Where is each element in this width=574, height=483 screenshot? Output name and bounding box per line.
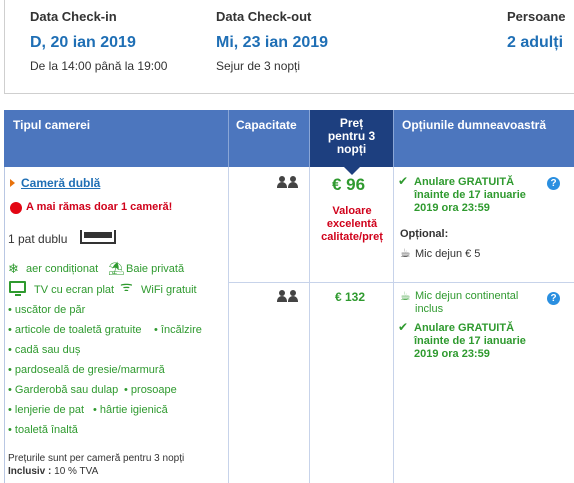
table-header: Tipul camerei Capacitate Preț pentru 3 n…: [4, 110, 574, 175]
amenity-item: • cadă sau duș: [8, 344, 81, 356]
amenity-item: • uscător de păr: [8, 304, 86, 316]
amenity-item: • încălzire: [154, 324, 202, 336]
amenity-item: • lenjerie de pat: [8, 404, 85, 416]
sea-view-icon: ⛱: [108, 261, 125, 276]
header-price[interactable]: Preț pentru 3 nopți: [310, 110, 394, 175]
caret-icon: [10, 179, 15, 187]
checkout-date[interactable]: Mi, 23 ian 2019: [216, 34, 329, 51]
coffee-icon: ☕: [400, 289, 411, 303]
amenity-item: • toaletă înaltă: [8, 424, 78, 436]
checkin-label: Data Check-in: [30, 9, 117, 24]
vat-value: 10 % TVA: [54, 466, 99, 477]
offer-1-breakfast: Mic dejun € 5: [415, 248, 481, 260]
bed-info: 1 pat dublu: [8, 232, 68, 246]
guests-value[interactable]: 2 adulți: [507, 34, 564, 51]
person-icon: [277, 290, 287, 302]
header-capacity[interactable]: Capacitate: [229, 110, 310, 167]
offer-2-cancellation: Anulare GRATUITĂ înainte de 17 ianuarie …: [414, 322, 526, 360]
wifi-icon: ᯤ: [120, 278, 133, 294]
offer-2-breakfast: Mic dejun continental inclus: [415, 290, 519, 315]
amenity-item: • Garderobă sau dulap: [8, 384, 119, 396]
room-name-link[interactable]: Cameră dublă: [21, 176, 101, 190]
amenity-item: • pardoseală de gresie/marmură: [8, 364, 165, 376]
coffee-icon: ☕: [400, 246, 411, 260]
grid-line: [393, 167, 394, 483]
room-table: Tipul camerei Capacitate Preț pentru 3 n…: [4, 110, 574, 483]
guests-block[interactable]: Persoane 2 adulți: [507, 9, 566, 52]
amenity-item: • articole de toaletă gratuite: [8, 324, 142, 336]
optional-label: Opțional:: [400, 228, 449, 240]
vat-info: Inclusiv : 10 % TVA: [8, 466, 98, 477]
price-note: Prețurile sunt per cameră pentru 3 nopți: [8, 453, 185, 464]
tv-icon: [9, 281, 26, 296]
vat-label: Inclusiv :: [8, 466, 52, 477]
header-options[interactable]: Opțiunile dumneavoastră: [402, 118, 547, 132]
alert-dot-icon: [10, 202, 22, 214]
person-icon: [288, 176, 298, 188]
stay-length: Sejur de 3 nopți: [216, 59, 301, 73]
checkin-block[interactable]: Data Check-in D, 20 ian 2019 De la 14:00…: [30, 9, 167, 73]
snowflake-icon: ❄: [8, 261, 19, 276]
availability-warning: A mai rămas doar 1 cameră!: [26, 201, 173, 213]
stay-dates-panel: Data Check-in D, 20 ian 2019 De la 14:00…: [4, 0, 574, 94]
amenity-aircon: aer condiționat: [26, 263, 99, 275]
offer-2-price: € 132: [335, 290, 366, 304]
checkout-label: Data Check-out: [216, 9, 312, 24]
check-icon: ✔: [398, 320, 409, 334]
guests-label: Persoane: [507, 9, 566, 24]
offer-1-price: € 96: [332, 175, 366, 194]
header-room-type[interactable]: Tipul camerei: [4, 110, 229, 167]
info-icon[interactable]: ?: [547, 292, 560, 305]
double-bed-icon: [80, 230, 116, 244]
offer-1-cancellation: Anulare GRATUITĂ înainte de 17 ianuarie …: [414, 176, 526, 214]
person-icon: [288, 290, 298, 302]
amenity-private-bath: Baie privată: [126, 263, 185, 275]
grid-line: [4, 167, 5, 483]
info-icon[interactable]: ?: [547, 177, 560, 190]
person-icon: [277, 176, 287, 188]
checkin-hours: De la 14:00 până la 19:00: [30, 59, 168, 73]
amenity-wifi: WiFi gratuit: [141, 284, 197, 296]
grid-line: [228, 167, 229, 483]
value-badge: Valoare excelentă calitate/preț: [321, 205, 383, 243]
amenity-item: • hârtie igienică: [93, 404, 168, 416]
row-divider: [229, 282, 574, 283]
amenity-item: • prosoape: [124, 384, 177, 396]
grid-line: [309, 167, 310, 483]
checkin-date[interactable]: D, 20 ian 2019: [30, 34, 136, 51]
amenity-tv: TV cu ecran plat: [34, 284, 115, 296]
check-icon: ✔: [398, 174, 409, 188]
checkout-block[interactable]: Data Check-out Mi, 23 ian 2019 Sejur de …: [216, 9, 328, 73]
